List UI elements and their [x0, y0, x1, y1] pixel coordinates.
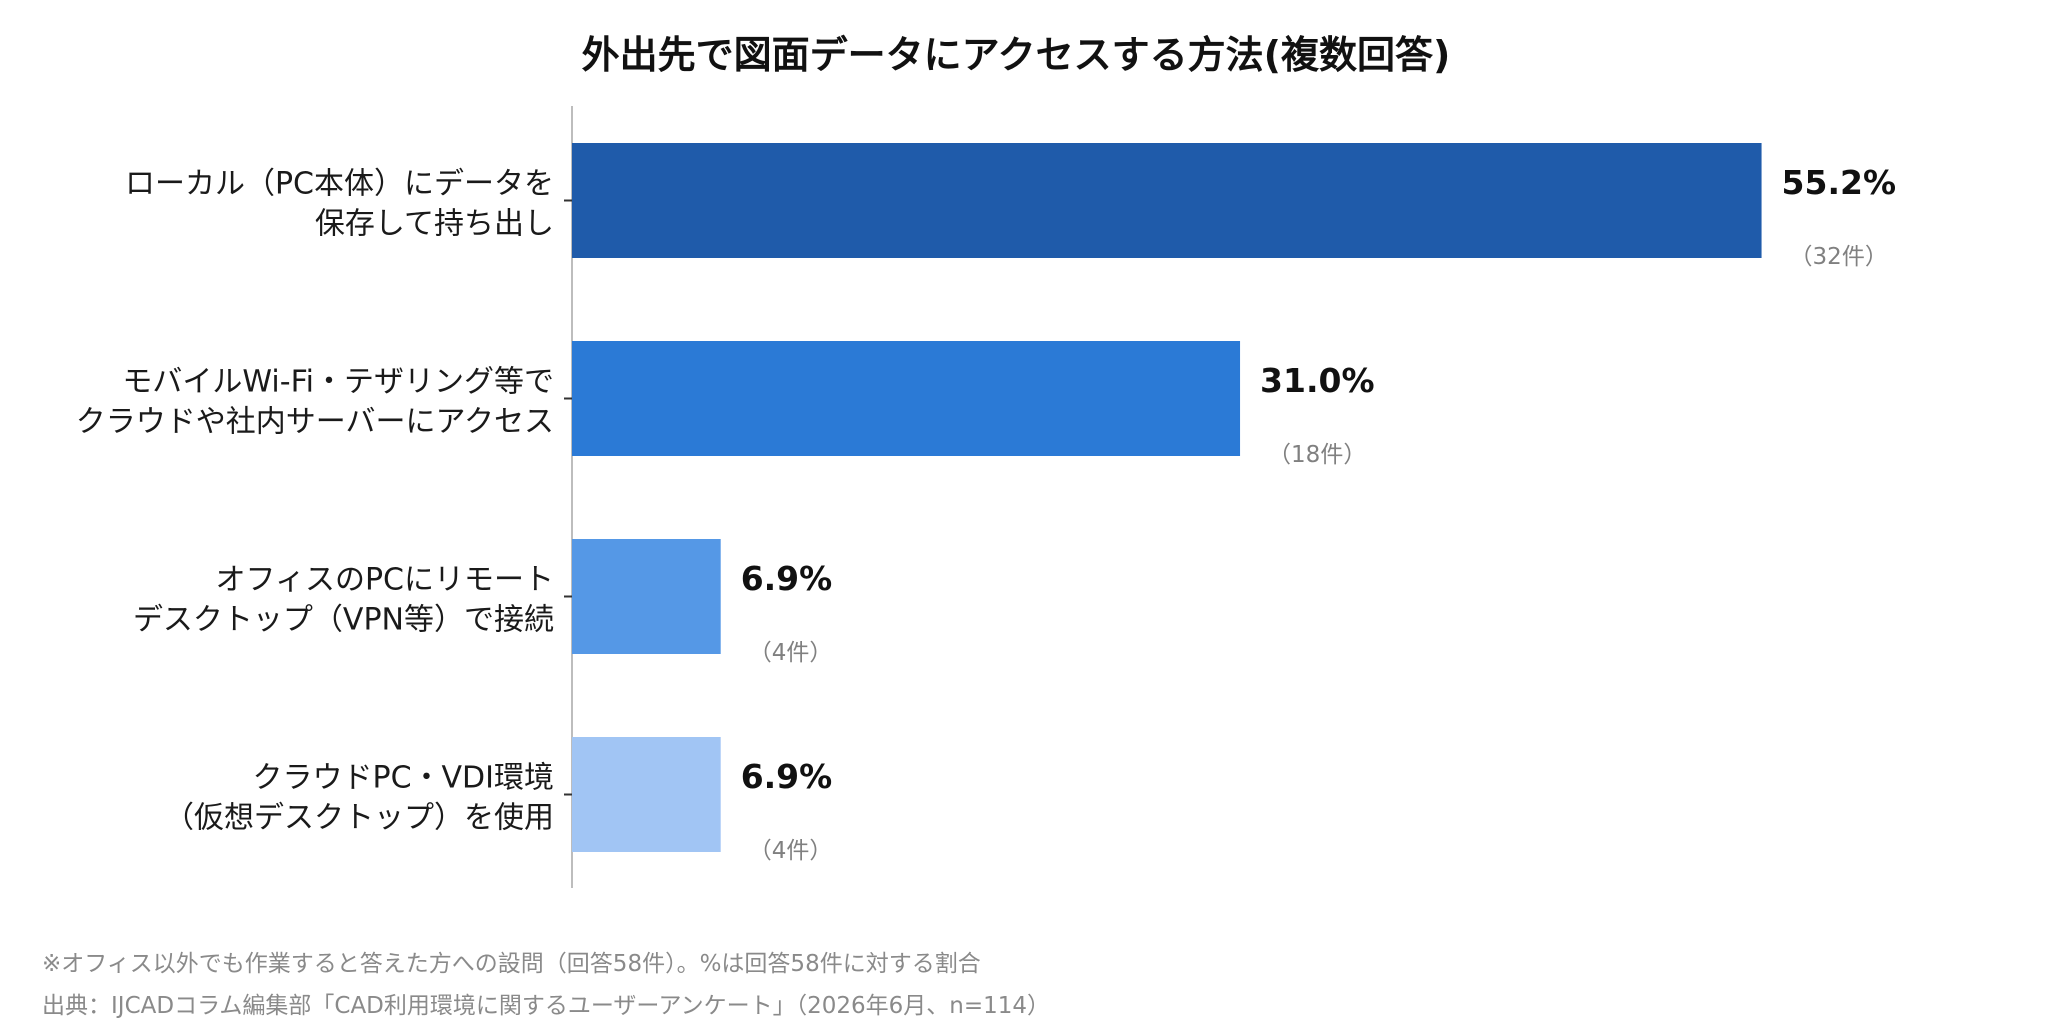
- chart-title: 外出先で図面データにアクセスする方法(複数回答): [582, 33, 1451, 77]
- category-label-4-line-2: （仮想デスクトップ）を使用: [164, 801, 554, 836]
- footnote-source: 出典：IJCADコラム編集部「CAD利用環境に関するユーザーアンケート」（202…: [42, 993, 1050, 1019]
- count-label-2: （18件）: [1268, 442, 1366, 468]
- bar-chart: 外出先で図面データにアクセスする方法(複数回答) ローカル（PC本体）にデータを…: [76, 33, 1896, 888]
- category-label-3-line-2: デスクトップ（VPN等）で接続: [133, 603, 554, 638]
- value-label-3: 6.9%: [741, 559, 833, 598]
- category-label-1-line-2: 保存して持ち出し: [315, 207, 554, 242]
- count-label-1: （32件）: [1790, 244, 1888, 270]
- bar-4: [572, 737, 721, 852]
- category-label-3-line-1: オフィスのPCにリモート: [216, 563, 554, 598]
- value-label-4: 6.9%: [741, 757, 833, 796]
- category-label-2-line-2: クラウドや社内サーバーにアクセス: [76, 405, 554, 440]
- category-label-2-line-1: モバイルWi-Fi・テザリング等で: [122, 365, 554, 400]
- bar-2: [572, 341, 1241, 456]
- bar-3: [572, 539, 721, 654]
- count-label-3: （4件）: [749, 640, 833, 666]
- category-label-1-line-1: ローカル（PC本体）にデータを: [125, 167, 554, 202]
- category-label-4-line-1: クラウドPC・VDI環境: [252, 761, 554, 796]
- value-label-2: 31.0%: [1260, 361, 1375, 400]
- count-label-4: （4件）: [749, 838, 833, 864]
- footnote-note: ※オフィス以外でも作業すると答えた方への設問（回答58件）。%は回答58件に対す…: [42, 951, 981, 977]
- value-label-1: 55.2%: [1782, 163, 1897, 202]
- bar-1: [572, 143, 1762, 258]
